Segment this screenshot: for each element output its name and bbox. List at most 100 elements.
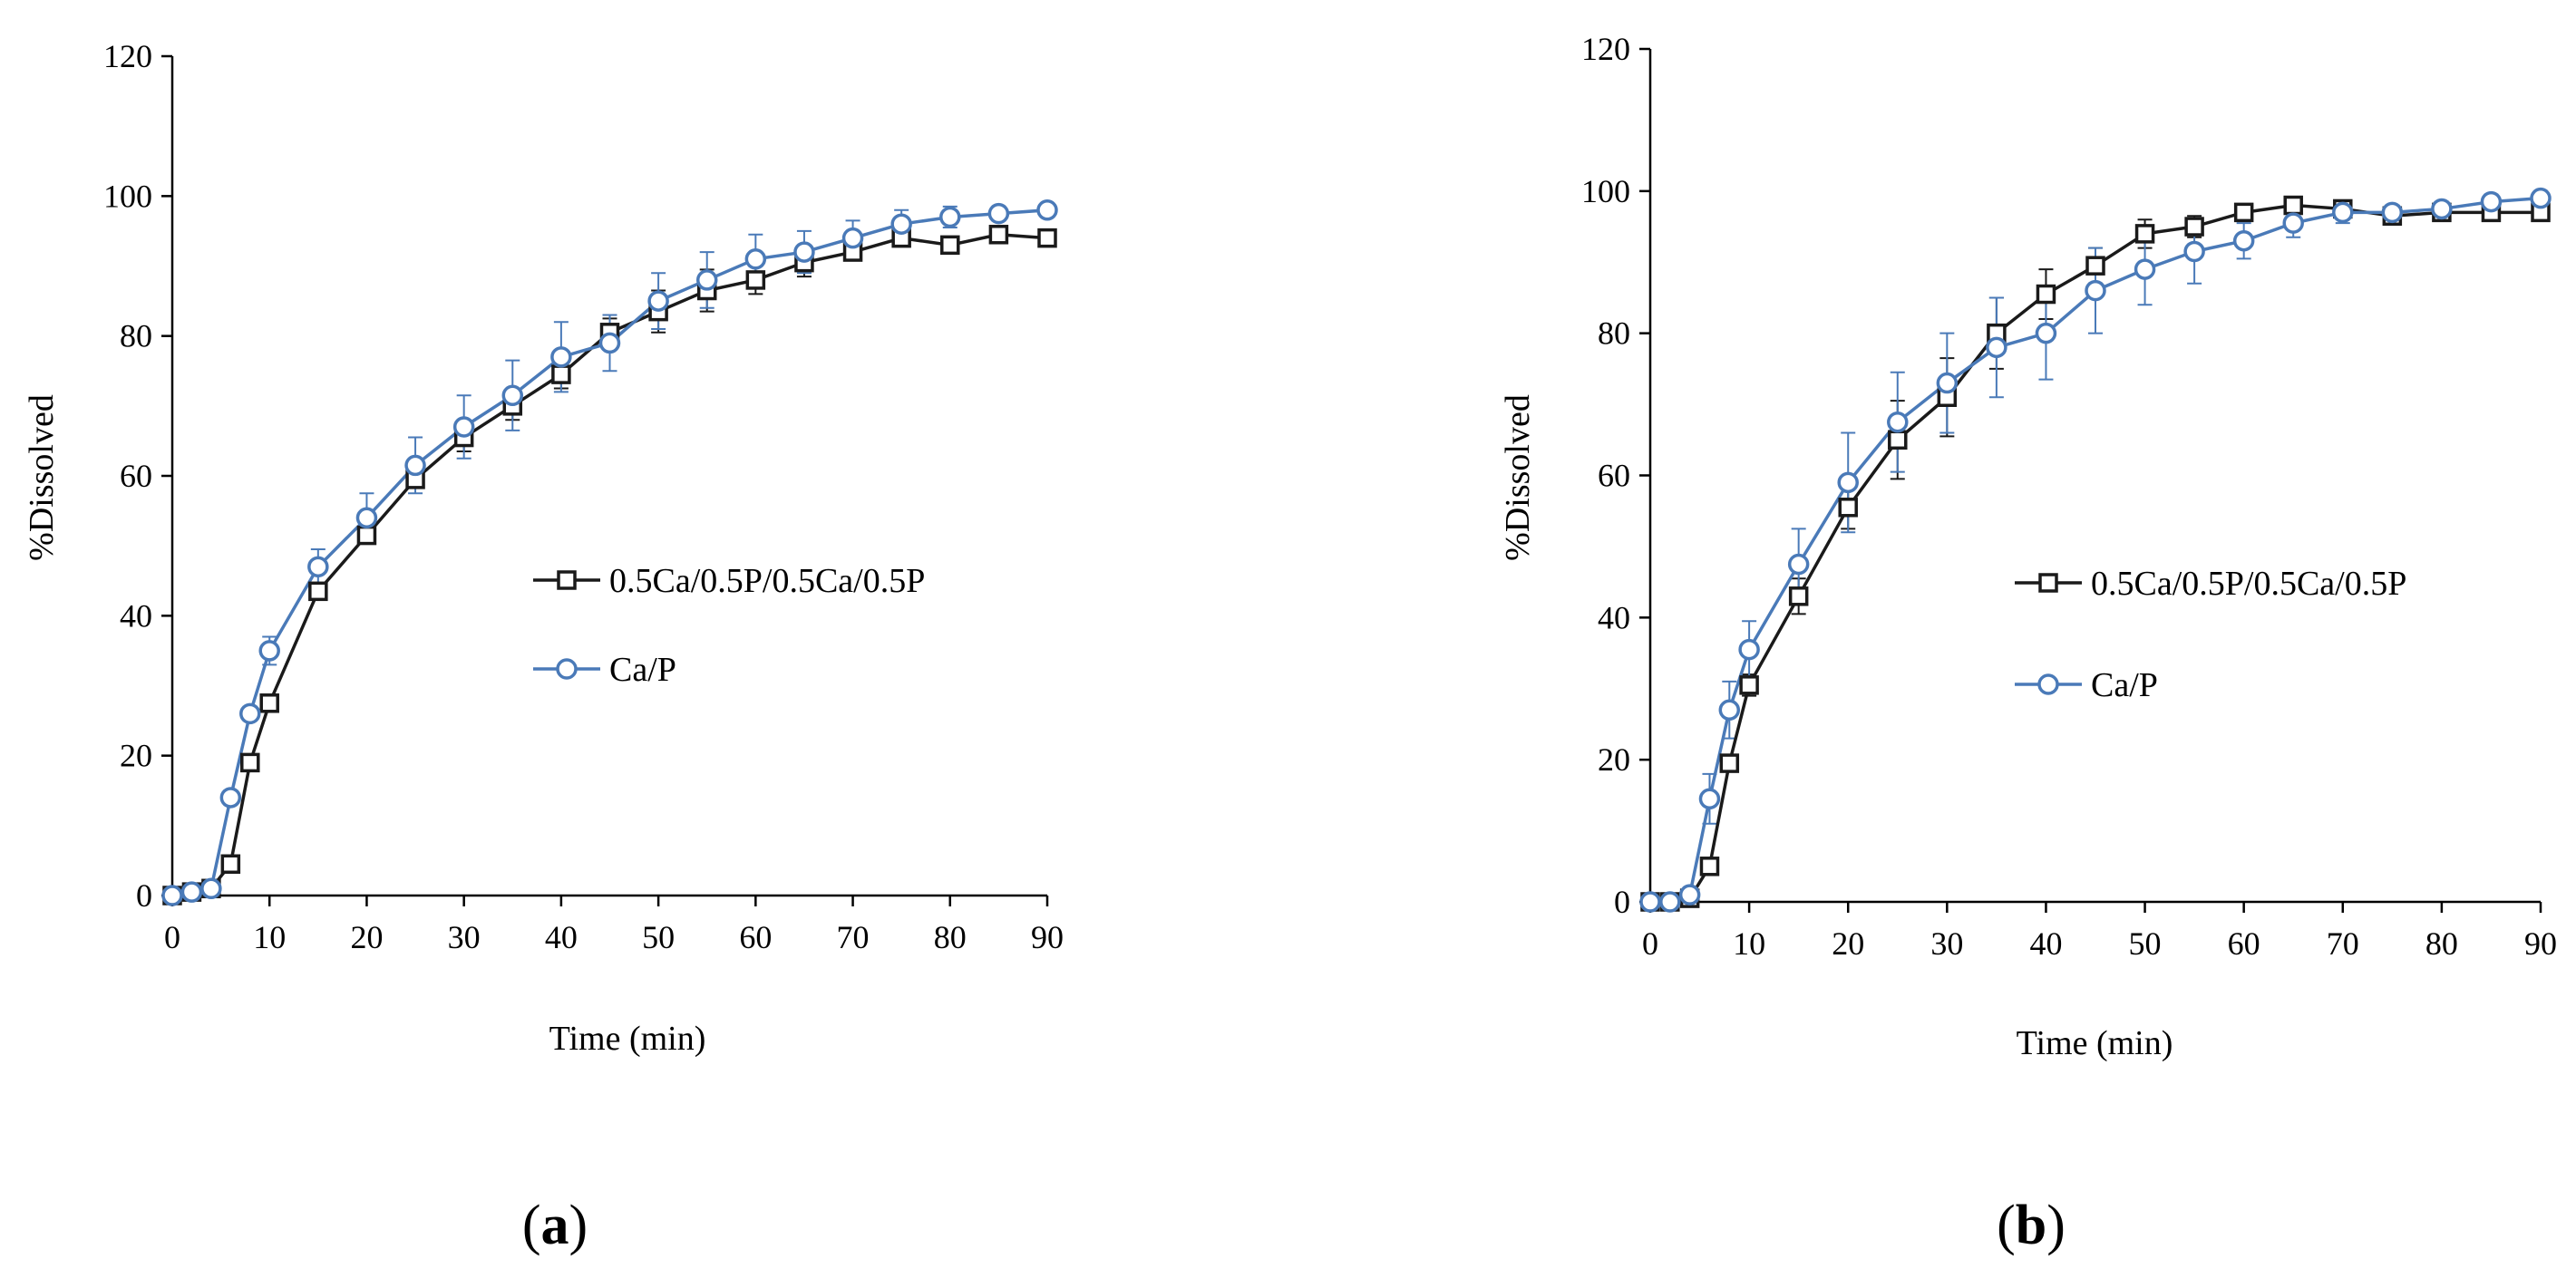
data-point-circle-a <box>258 640 280 662</box>
x-tick-label-b: 60 <box>2228 925 2260 962</box>
data-point-circle-b <box>2530 187 2552 209</box>
data-point-circle-a <box>404 454 426 477</box>
x-tick-label-a: 90 <box>1031 919 1064 955</box>
legend-label-series-1-a: 0.5Ca/0.5P/0.5Ca/0.5P <box>609 562 925 600</box>
data-point-square-b <box>1888 430 1908 450</box>
data-point-circle-a <box>161 885 183 906</box>
data-point-square-b <box>1838 498 1858 518</box>
legend-label-series-2-a: Ca/P <box>609 651 676 689</box>
x-tick-label-a: 10 <box>253 919 286 955</box>
panel-label-b: (b) <box>1997 1195 2066 1256</box>
y-tick-label-a: 60 <box>120 458 152 494</box>
data-point-circle-b <box>2183 240 2205 263</box>
data-point-circle-b <box>1738 638 1760 661</box>
series-line-a-square <box>171 233 1048 897</box>
data-point-circle-b <box>2035 322 2057 344</box>
x-axis-label-b: Time (min) <box>2017 1024 2173 1062</box>
data-point-square-a <box>940 235 960 256</box>
data-point-circle-b <box>2480 190 2503 213</box>
chart-panel-b: 0 20 40 60 80 100 120 0 10 20 30 40 50 60 70 80 90 Time … <box>1499 31 2557 1256</box>
y-tick-label-a: 40 <box>120 597 152 634</box>
data-point-circle-b <box>1698 788 1721 810</box>
y-tick-label-b: 100 <box>1581 173 1630 209</box>
x-tick-label-a: 50 <box>642 919 675 955</box>
data-point-square-a <box>240 752 260 773</box>
x-tick-label-a: 70 <box>837 919 870 955</box>
series-line-a-circle <box>171 208 1048 897</box>
y-tick-label-a: 100 <box>103 178 152 214</box>
chart-panel-a: 0 20 40 60 80 100 120 0 10 20 30 40 50 60 70 80 90 Time … <box>23 38 1064 1256</box>
data-point-square-a <box>551 364 571 384</box>
data-point-square-a <box>356 525 377 546</box>
data-point-square-b <box>2036 284 2056 305</box>
x-tick-label-a: 30 <box>448 919 481 955</box>
axes-b <box>1639 47 2542 913</box>
data-point-circle-b <box>1659 891 1681 913</box>
data-point-square-b <box>2134 224 2155 244</box>
x-tick-label-b: 40 <box>2029 925 2062 962</box>
data-point-circle-a <box>1036 199 1058 221</box>
data-point-circle-a <box>550 346 572 368</box>
series-markers-b <box>1639 187 2552 913</box>
data-point-circle-a <box>695 269 718 291</box>
x-tick-label-b: 30 <box>1930 925 1963 962</box>
x-tick-label-b: 0 <box>1642 925 1658 962</box>
data-point-circle-a <box>452 416 475 438</box>
data-point-circle-b <box>1639 891 1661 913</box>
data-point-square-b <box>1788 586 1809 606</box>
data-point-circle-a <box>200 877 222 900</box>
data-point-circle-b <box>1837 471 1859 494</box>
legend-b: 0.5Ca/0.5P/0.5Ca/0.5P Ca/P <box>2015 565 2406 704</box>
y-tick-label-b: 60 <box>1598 458 1630 494</box>
data-point-square-a <box>259 693 279 713</box>
tick-labels-a: 0 20 40 60 80 100 120 0 10 20 30 40 50 60 70 80 90 <box>103 38 1064 955</box>
data-point-square-b <box>1719 753 1740 773</box>
data-point-circle-b <box>2282 212 2304 234</box>
data-point-square-a <box>308 581 328 602</box>
data-point-square-a <box>988 225 1009 245</box>
legend-a: 0.5Ca/0.5P/0.5Ca/0.5P Ca/P <box>533 562 925 689</box>
data-point-circle-b <box>2431 198 2453 220</box>
series-lines-b <box>1650 196 2542 904</box>
data-point-square-a <box>220 854 241 875</box>
tick-labels-b: 0 20 40 60 80 100 120 0 10 20 30 40 50 60 70 80 90 <box>1581 31 2557 962</box>
data-point-circle-a <box>307 556 329 578</box>
y-axis-label-b: %Dissolved <box>1499 394 1537 561</box>
data-point-circle-a <box>598 332 621 354</box>
data-point-circle-a <box>841 227 864 249</box>
x-tick-label-b: 20 <box>1832 925 1864 962</box>
x-tick-label-a: 60 <box>739 919 772 955</box>
data-point-circle-b <box>1986 336 2007 359</box>
data-point-circle-a <box>939 206 961 228</box>
data-point-circle-b <box>1678 884 1701 905</box>
legend-label-series-1-b: 0.5Ca/0.5P/0.5Ca/0.5P <box>2091 565 2406 603</box>
data-point-square-b <box>1739 675 1759 695</box>
axes-a <box>161 54 1049 906</box>
legend-marker-circle-a <box>556 658 578 680</box>
data-point-square-b <box>2233 202 2254 223</box>
legend-marker-square-b <box>2038 573 2058 593</box>
x-tick-label-b: 50 <box>2129 925 2162 962</box>
series-markers-a <box>161 199 1058 906</box>
data-point-square-b <box>2184 217 2204 237</box>
error-bars-b <box>1682 189 2548 900</box>
data-point-circle-b <box>1936 372 1959 394</box>
x-tick-label-b: 10 <box>1733 925 1765 962</box>
data-point-circle-b <box>1787 553 1810 576</box>
y-tick-label-a: 20 <box>120 738 152 774</box>
x-axis-label-a: Time (min) <box>549 1020 706 1058</box>
data-point-circle-a <box>355 507 378 529</box>
error-bars-a <box>203 202 1055 894</box>
y-tick-label-b: 80 <box>1598 315 1630 352</box>
data-point-circle-b <box>2381 201 2404 224</box>
x-tick-label-a: 40 <box>545 919 578 955</box>
data-point-circle-b <box>1887 411 1909 433</box>
data-point-circle-a <box>239 702 261 725</box>
y-tick-label-a: 0 <box>136 877 152 914</box>
x-tick-label-b: 90 <box>2524 925 2557 962</box>
data-point-circle-a <box>744 248 767 270</box>
data-point-circle-a <box>890 213 912 235</box>
legend-marker-square-a <box>557 570 577 590</box>
legend-marker-circle-b <box>2037 673 2059 695</box>
